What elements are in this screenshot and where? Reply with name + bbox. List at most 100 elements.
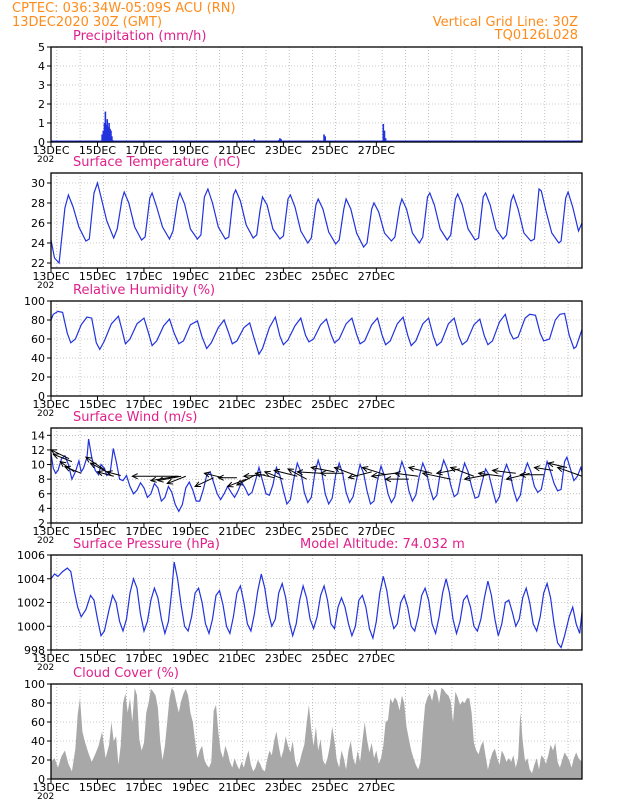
x-tick-label: 13DEC xyxy=(32,781,69,794)
wind-vector xyxy=(217,474,237,481)
wind-vector-shaft xyxy=(157,475,182,482)
year-fragment: 202 xyxy=(37,155,54,165)
wind-vector-shaft xyxy=(478,472,502,477)
wind-vector xyxy=(166,475,186,485)
wind-vector xyxy=(556,466,583,477)
y-tick-label: 60 xyxy=(31,716,45,729)
panel-title: Surface Wind (m/s) xyxy=(73,410,197,425)
wind-vector-shaft xyxy=(348,471,372,479)
y-tick-label: 40 xyxy=(31,352,45,365)
wind-vector-head xyxy=(84,456,92,463)
wind-vector-head xyxy=(254,471,262,478)
y-tick-label: 1 xyxy=(38,117,45,130)
wind-vector-head xyxy=(547,461,555,468)
x-tick-label: 13DEC xyxy=(32,652,69,665)
wind-vector-head xyxy=(449,466,457,473)
panel-title: Cloud Cover (%) xyxy=(73,666,179,681)
wind-vector-shaft xyxy=(150,475,177,482)
x-tick-label: 21DEC xyxy=(218,525,255,538)
cloud-area xyxy=(51,687,582,779)
y-tick-label: 3 xyxy=(38,79,45,92)
series-line-pressure xyxy=(50,561,583,649)
wind-vector-head xyxy=(59,460,67,468)
wind-vector xyxy=(156,475,182,483)
panel-frame xyxy=(50,172,583,269)
wind-vector-head xyxy=(505,474,513,481)
wind-vector xyxy=(477,470,502,478)
panel-title: Relative Humidity (%) xyxy=(73,283,215,298)
header-model: TQ0126L028 xyxy=(494,28,578,43)
panel-wind: 2 46 810 12 14 13DEC 15DEC 17DEC 19DEC 21DEC 23DEC… xyxy=(31,410,583,546)
precip-bar xyxy=(102,130,105,142)
wind-vector-shaft xyxy=(194,477,214,487)
wind-vector-shaft xyxy=(548,462,568,468)
panel-cloud: 0 20 40 60 80 100 13DEC 15DEC 17DEC 19DEC 21DEC 23D… xyxy=(24,666,583,800)
wind-vector-head xyxy=(63,465,71,472)
wind-vector-head xyxy=(166,478,174,485)
y-tick-label: 10 xyxy=(31,459,45,472)
wind-vector-head xyxy=(333,466,341,473)
precip-bar xyxy=(382,123,385,142)
x-tick-label: 13DEC xyxy=(32,144,69,157)
panel-precip: 0 1 2 3 4 5 13DEC 15DEC 17DEC 19DEC 21DEC 23DEC 25DE… xyxy=(32,29,583,165)
wind-vector-shaft xyxy=(464,474,488,480)
wind-vector-head xyxy=(491,468,499,475)
wind-vector-shaft xyxy=(557,466,583,477)
x-tick-label: 23DEC xyxy=(265,270,302,283)
precip-bar xyxy=(383,130,386,142)
wind-vector xyxy=(319,470,344,477)
wind-vector xyxy=(89,462,108,473)
wind-vector xyxy=(52,453,73,463)
wind-vector-shaft xyxy=(53,453,73,463)
wind-vector-shaft xyxy=(371,472,395,477)
precip-bar xyxy=(103,123,106,142)
x-tick-label: 15DEC xyxy=(79,525,116,538)
y-tick-label: 14 xyxy=(31,429,45,442)
wind-vector xyxy=(63,465,82,474)
x-tick-label: 17DEC xyxy=(125,525,162,538)
wind-vector-shaft xyxy=(236,474,256,486)
y-tick-label: 80 xyxy=(31,697,45,710)
wind-vector-shaft xyxy=(394,472,419,477)
x-tick-label: 15DEC xyxy=(79,270,116,283)
wind-vector-head xyxy=(296,469,304,476)
x-tick-label: 17DEC xyxy=(125,781,162,794)
x-tick-label: 19DEC xyxy=(172,525,209,538)
wind-vector-head xyxy=(217,474,224,481)
wind-vector xyxy=(226,478,247,488)
wind-vector-shaft xyxy=(106,471,121,476)
header-station: CPTEC: 036:34W-05:09S ACU (RN) xyxy=(12,1,236,16)
y-tick-label: 12 xyxy=(31,444,45,457)
wind-vector xyxy=(463,474,488,482)
y-tick-label: 28 xyxy=(31,197,45,210)
y-tick-label: 22 xyxy=(31,257,45,270)
x-tick-label: 25DEC xyxy=(311,144,348,157)
x-tick-label: 27DEC xyxy=(358,270,395,283)
wind-vector-shaft xyxy=(273,469,298,477)
wind-vector xyxy=(235,474,256,486)
x-tick-label: 19DEC xyxy=(172,398,209,411)
wind-vector-shaft xyxy=(227,478,247,487)
wind-vector-head xyxy=(556,466,564,473)
wind-vector-shaft xyxy=(50,449,70,460)
y-tick-label: 100 xyxy=(24,678,45,691)
wind-vector-head xyxy=(533,465,541,472)
wind-vector-head xyxy=(310,465,318,472)
precip-bar xyxy=(111,136,113,142)
wind-vector-head xyxy=(203,471,211,478)
x-tick-label: 25DEC xyxy=(311,525,348,538)
x-tick-label: 13DEC xyxy=(32,270,69,283)
wind-vector xyxy=(149,475,177,483)
x-tick-label: 21DEC xyxy=(218,144,255,157)
year-fragment: 202 xyxy=(37,663,54,673)
wind-vector xyxy=(333,466,358,477)
x-tick-label: 25DEC xyxy=(311,398,348,411)
y-tick-label: 20 xyxy=(31,754,45,767)
y-tick-label: 1000 xyxy=(17,620,45,633)
x-tick-label: 21DEC xyxy=(218,652,255,665)
year-fragment: 202 xyxy=(37,281,54,291)
x-tick-label: 27DEC xyxy=(358,144,395,157)
wind-vector xyxy=(547,461,568,468)
wind-vector xyxy=(370,472,395,479)
precip-bar xyxy=(106,119,109,142)
